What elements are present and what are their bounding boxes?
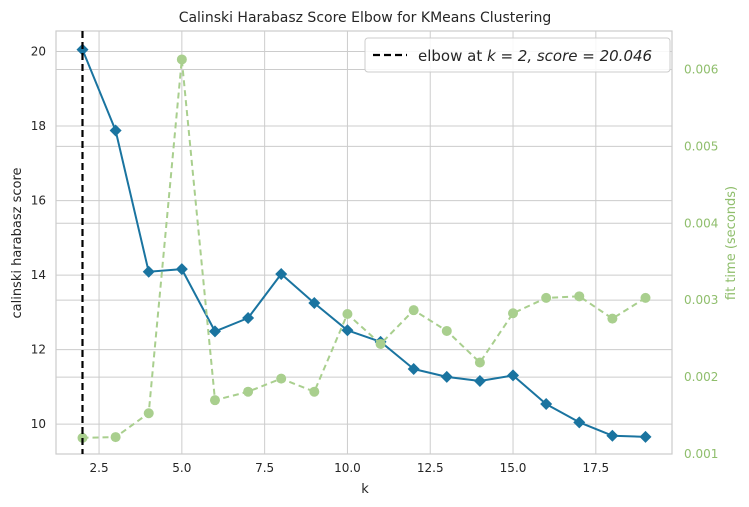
score-point <box>507 369 520 382</box>
y-tick-label: 14 <box>31 268 46 282</box>
y2-tick-label: 0.001 <box>684 447 718 461</box>
fit-time-point <box>574 291 585 302</box>
score-point <box>440 370 453 383</box>
plot-frame <box>55 30 673 455</box>
plot-border <box>55 30 673 455</box>
y-axis-label: calinski harabasz score <box>10 167 25 318</box>
y-tick-label: 20 <box>31 44 46 58</box>
series-layer <box>76 31 652 454</box>
score-point <box>76 43 89 56</box>
x-tick-label: 7.5 <box>255 461 274 475</box>
y2-tick-label: 0.003 <box>684 293 718 307</box>
score-point <box>208 325 221 338</box>
fit-time-point <box>243 386 254 397</box>
legend-box <box>364 37 671 73</box>
fit-time-point <box>110 432 121 443</box>
fit-time-point <box>143 408 154 419</box>
legend: elbow at k = 2, score = 20.046 <box>364 37 671 73</box>
fit-time-point <box>541 292 552 303</box>
fit-time-point <box>474 357 485 368</box>
score-point <box>407 363 420 376</box>
score-point <box>109 124 122 137</box>
y-tick-label: 10 <box>31 417 46 431</box>
fit-time-point <box>276 373 287 384</box>
x-tick-label: 10.0 <box>334 461 361 475</box>
score-point <box>142 265 155 278</box>
y2-axis-label: fit time (seconds) <box>724 186 739 300</box>
y-tick-label: 12 <box>31 343 46 357</box>
x-axis-label: k <box>361 482 369 497</box>
score-point <box>275 267 288 280</box>
fit-time-point <box>209 395 220 406</box>
y2-tick-label: 0.004 <box>684 216 718 230</box>
x-tick-label: 5.0 <box>172 461 191 475</box>
x-tick-label: 2.5 <box>90 461 109 475</box>
grid-layer <box>56 31 672 455</box>
fit-time-point <box>309 386 320 397</box>
score-point <box>573 416 586 429</box>
x-tick-label: 15.0 <box>500 461 527 475</box>
score-point <box>606 429 619 442</box>
fit-time-point <box>607 313 618 324</box>
tick-layer: 2.5 5.0 7.5 10.0 12.5 15.0 17.5 10 12 14 16 18 20 0.0… <box>31 44 719 475</box>
score-point <box>639 430 652 443</box>
fit-time-point <box>342 309 353 320</box>
fit-time-line <box>82 58 647 439</box>
score-point <box>473 374 486 387</box>
fit-time-point <box>508 308 519 319</box>
fit-time-point <box>640 292 651 303</box>
chart-title: Calinski Harabasz Score Elbow for KMeans… <box>179 10 552 26</box>
y2-tick-label: 0.006 <box>684 62 718 76</box>
fit-time-point <box>77 432 88 443</box>
y2-tick-label: 0.005 <box>684 139 718 153</box>
fit-time-point <box>408 305 419 316</box>
score-point <box>308 297 321 310</box>
y-tick-label: 18 <box>31 119 46 133</box>
score-line <box>81 49 646 438</box>
score-point <box>540 398 553 411</box>
score-point <box>341 324 354 337</box>
fit-time-point <box>176 54 187 65</box>
y2-tick-label: 0.002 <box>684 370 718 384</box>
fit-time-point <box>441 325 452 336</box>
score-point <box>242 311 255 324</box>
score-point <box>175 263 188 276</box>
x-tick-label: 12.5 <box>417 461 444 475</box>
x-tick-label: 17.5 <box>582 461 609 475</box>
legend-elbow-label: elbow at k = 2, score = 20.046 <box>418 47 652 65</box>
y-tick-label: 16 <box>31 194 46 208</box>
fit-time-point <box>375 339 386 350</box>
